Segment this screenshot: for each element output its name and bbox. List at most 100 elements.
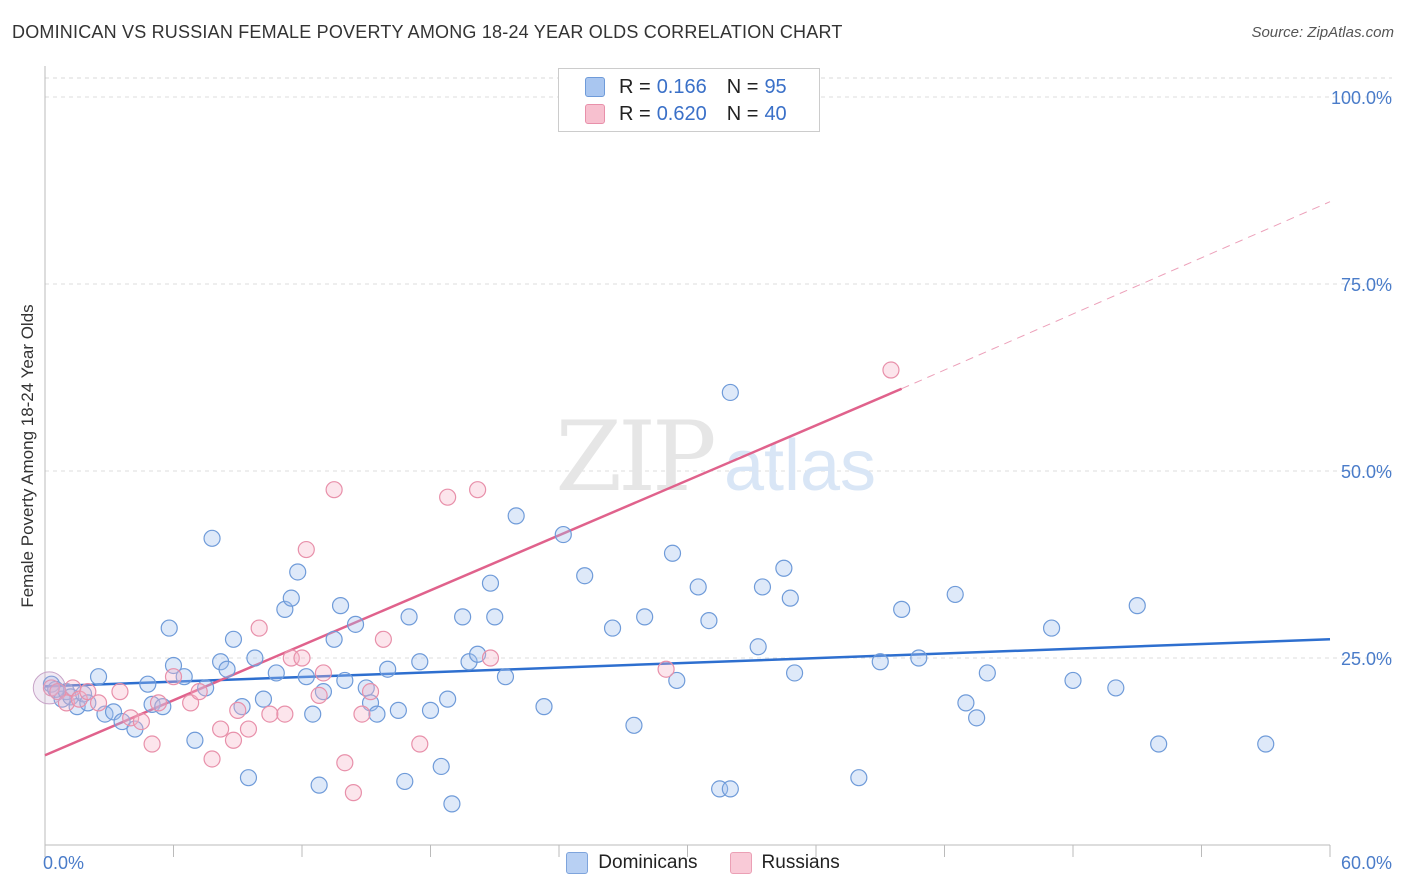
bottom-legend-swatch-russians — [729, 852, 752, 874]
axes — [44, 66, 1331, 857]
point-dominicans — [379, 660, 397, 678]
point-dominicans — [246, 649, 264, 667]
x-tick-label: 0.0% — [43, 853, 84, 873]
point-dominicans — [753, 578, 772, 596]
bottom-legend-label-russians: Russians — [761, 852, 840, 873]
legend-n-value: 95 — [764, 75, 787, 98]
legend-r-label: R = — [619, 75, 651, 98]
point-dominicans — [775, 559, 793, 577]
point-dominicans — [507, 507, 525, 525]
point-dominicans — [89, 668, 108, 686]
trend-line-russians — [44, 387, 903, 757]
point-dominicans — [336, 671, 354, 690]
point-dominicans — [411, 653, 429, 671]
point-russians — [353, 705, 371, 723]
watermark-atlas: atlas — [724, 426, 876, 506]
legend-swatch-dominicans — [585, 77, 605, 97]
bottom-legend-label-dominicans: Dominicans — [598, 852, 698, 873]
point-dominicans — [850, 769, 868, 787]
point-dominicans — [910, 649, 928, 667]
legend-n-label: N = — [726, 102, 759, 125]
legend-r-label: R = — [619, 102, 651, 125]
point-russians — [297, 540, 315, 559]
point-dominicans — [331, 597, 350, 615]
point-russians — [149, 694, 168, 712]
point-russians — [374, 630, 392, 648]
legend-r-value: 0.166 — [656, 75, 707, 98]
y-axis-label: Female Poverty Among 18-24 Year Olds — [18, 304, 37, 607]
legend-row-russians: R = 0.620 N = 40 — [585, 101, 787, 127]
point-dominicans — [1257, 735, 1275, 753]
point-dominicans — [439, 690, 457, 708]
point-dominicans — [304, 705, 322, 723]
point-russians — [325, 481, 343, 499]
point-russians — [336, 754, 354, 772]
point-dominicans — [368, 705, 386, 723]
data-points — [32, 361, 1275, 813]
point-russians — [469, 481, 487, 499]
point-russians — [89, 694, 108, 712]
point-dominicans — [1042, 619, 1061, 637]
point-russians — [229, 701, 247, 719]
point-dominicans — [721, 780, 739, 798]
point-dominicans — [421, 701, 440, 719]
chart-title: DOMINICAN VS RUSSIAN FEMALE POVERTY AMON… — [12, 22, 843, 42]
point-dominicans — [1107, 679, 1125, 697]
point-dominicans — [104, 703, 123, 721]
legend-n-label: N = — [726, 75, 759, 98]
point-russians — [439, 488, 457, 506]
point-dominicans — [400, 608, 418, 626]
point-dominicans — [486, 608, 504, 626]
bottom-legend-dominicans: Dominicans — [566, 852, 698, 874]
point-dominicans — [469, 645, 487, 663]
point-russians — [57, 694, 76, 712]
point-dominicans — [1064, 671, 1082, 690]
point-russians — [293, 649, 311, 667]
point-russians — [143, 735, 161, 753]
point-russians — [361, 683, 380, 701]
point-russians — [481, 649, 500, 667]
bottom-legend-russians: Russians — [729, 852, 840, 874]
point-russians — [79, 683, 97, 701]
point-russians — [657, 660, 675, 678]
point-dominicans — [721, 383, 739, 402]
point-dominicans — [267, 664, 285, 682]
point-russians — [122, 709, 140, 727]
point-dominicans — [139, 675, 157, 693]
point-dominicans — [325, 630, 343, 648]
point-dominicans — [346, 615, 365, 633]
point-dominicans — [957, 694, 975, 712]
point-cluster — [32, 671, 66, 705]
point-dominicans — [389, 701, 407, 719]
point-dominicans — [625, 716, 643, 734]
grid-lines — [45, 77, 1392, 659]
point-dominicans — [668, 671, 686, 690]
y-tick-label: 50.0% — [1341, 462, 1392, 482]
point-dominicans — [160, 619, 178, 637]
legend-swatch-russians — [585, 104, 605, 124]
point-dominicans — [496, 668, 515, 686]
legend-n-value: 40 — [764, 102, 787, 125]
point-dominicans — [871, 653, 889, 671]
point-dominicans — [396, 772, 414, 791]
point-dominicans — [603, 619, 622, 637]
point-dominicans — [978, 664, 996, 682]
point-russians — [310, 686, 328, 705]
x-tick-label: 60.0% — [1341, 853, 1392, 873]
point-russians — [882, 361, 900, 379]
point-dominicans — [663, 544, 682, 562]
point-dominicans — [218, 660, 236, 678]
point-dominicans — [535, 698, 553, 716]
point-dominicans — [143, 695, 161, 713]
point-dominicans — [946, 585, 964, 604]
point-dominicans — [432, 757, 450, 776]
point-russians — [250, 619, 268, 637]
point-dominicans — [113, 712, 131, 731]
point-dominicans — [239, 769, 258, 787]
point-russians — [212, 720, 230, 738]
point-dominicans — [254, 690, 273, 708]
point-dominicans — [1128, 597, 1146, 615]
watermark-zip: ZIP — [555, 401, 714, 513]
point-russians — [239, 720, 258, 738]
